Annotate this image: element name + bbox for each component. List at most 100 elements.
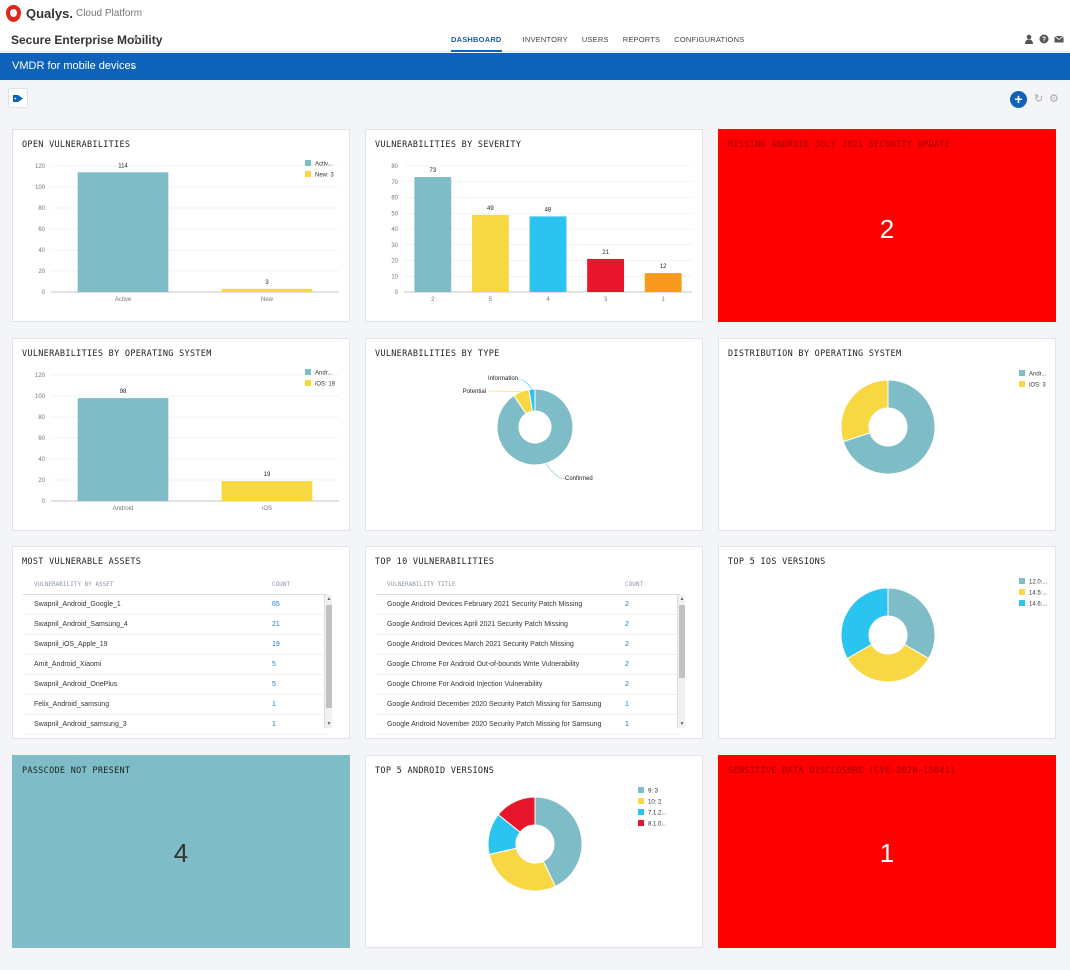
widget-missing-android-update[interactable]: MISSING ANDROID JULY 2021 SECURITY UPDAT… (718, 129, 1056, 322)
table-row[interactable]: Amit_Android_Xiaomi 5 (23, 655, 327, 675)
row-count-link[interactable]: 1 (625, 721, 629, 728)
row-count-link[interactable]: 1 (272, 721, 276, 728)
row-count-link[interactable]: 1 (272, 701, 276, 708)
refresh-icon[interactable]: ↻ (1034, 93, 1044, 105)
widget-top-5-ios-versions: TOP 5 IOS VERSIONS 12.0:... 14.5:... 14.6:… (718, 546, 1056, 739)
x-tick-label: 2 (431, 297, 435, 303)
table-row[interactable]: Google Android December 2020 Security Pa… (376, 695, 680, 715)
add-widget-button[interactable]: + (1010, 91, 1027, 108)
table-row[interactable]: Swapnil_Android_samsung_3 1 (23, 715, 327, 735)
column-header[interactable]: COUNT (625, 581, 644, 588)
tag-button[interactable] (8, 88, 28, 108)
bar (529, 216, 567, 292)
slice-label: Potential (463, 389, 486, 395)
help-icon[interactable]: ? (1039, 34, 1049, 44)
row-title: Swapnil_Android_Google_1 (34, 601, 121, 608)
dashboard-selector[interactable]: VMDR for mobile devices (12, 60, 137, 72)
scroll-down-arrow[interactable]: ▼ (326, 721, 332, 727)
bar (587, 258, 625, 292)
row-count-link[interactable]: 2 (625, 681, 629, 688)
widget-title: DISTRIBUTION BY OPERATING SYSTEM (728, 349, 902, 359)
y-tick-label: 60 (391, 196, 398, 202)
row-count-link[interactable]: 21 (272, 621, 280, 628)
bar (77, 172, 169, 292)
table-row[interactable]: Google Chrome For Android Injection Vuln… (376, 675, 680, 695)
widget-title: VULNERABILITIES BY TYPE (375, 349, 500, 359)
gear-icon[interactable]: ⚙ (1049, 93, 1059, 105)
table-row[interactable]: Google Chrome For Android Out-of-bounds … (376, 655, 680, 675)
row-title: Amit_Android_Xiaomi (34, 661, 102, 668)
row-count-link[interactable]: 5 (272, 661, 276, 668)
table-row[interactable]: Google Android Devices March 2021 Securi… (376, 635, 680, 655)
scrollbar[interactable]: ▲ ▼ (677, 595, 685, 728)
row-title: Felix_Android_samsung (34, 701, 110, 708)
x-tick-label: 3 (604, 297, 608, 303)
scroll-down-arrow[interactable]: ▼ (679, 721, 685, 727)
table-row[interactable]: Google Android November 2020 Security Pa… (376, 715, 680, 735)
widget-top-10-vulnerabilities: TOP 10 VULNERABILITIES VULNERABILITY TIT… (365, 546, 703, 739)
x-tick-label: Android (113, 506, 134, 512)
table-row[interactable]: Swapnil_Android_Samsung_4 21 (23, 615, 327, 635)
widget-title: TOP 5 ANDROID VERSIONS (375, 766, 495, 776)
legend-label: Andr... (315, 371, 333, 377)
row-count-link[interactable]: 5 (272, 681, 276, 688)
brand-name: Qualys. (26, 6, 73, 21)
row-count-link[interactable]: 19 (272, 641, 280, 648)
table-row[interactable]: Google Android Devices April 2021 Securi… (376, 615, 680, 635)
legend-swatch (638, 787, 644, 793)
widget-title: OPEN VULNERABILITIES (22, 140, 131, 150)
tab-configurations[interactable]: CONFIGURATIONS (674, 35, 745, 44)
row-count-link[interactable]: 2 (625, 601, 629, 608)
qualys-logo[interactable]: Qualys. Cloud Platform (6, 5, 142, 22)
table-row[interactable]: Swapnil_iOS_Apple_19 19 (23, 635, 327, 655)
row-title: Google Chrome For Android Out-of-bounds … (387, 661, 580, 668)
scroll-up-arrow[interactable]: ▲ (326, 596, 332, 602)
legend-swatch (638, 820, 644, 826)
scroll-thumb[interactable] (679, 605, 685, 678)
row-count-link[interactable]: 1 (625, 701, 629, 708)
scroll-thumb[interactable] (326, 605, 332, 708)
scroll-up-arrow[interactable]: ▲ (679, 596, 685, 602)
tab-reports[interactable]: REPORTS (622, 35, 661, 44)
row-count-link[interactable]: 2 (625, 641, 629, 648)
widget-passcode-not-present[interactable]: PASSCODE NOT PRESENT 4 (12, 755, 350, 948)
data-label: 12 (660, 264, 667, 270)
tab-users[interactable]: USERS (581, 35, 609, 44)
row-count-link[interactable]: 2 (625, 661, 629, 668)
legend-swatch (1019, 578, 1025, 584)
pie-slice (840, 379, 889, 443)
widget-sensitive-data-disclosure[interactable]: SENSITIVE DATA DISCLOSURE (CVE-2020-1564… (718, 755, 1056, 948)
column-header[interactable]: VULNERABILITY BY ASSET (34, 581, 114, 588)
row-count-link[interactable]: 65 (272, 601, 280, 608)
legend-label: iOS: 3 (1029, 383, 1046, 389)
module-selector[interactable]: Secure Enterprise Mobility (11, 33, 163, 47)
widget-title: VULNERABILITIES BY SEVERITY (375, 140, 522, 150)
legend-label: 9: 3 (648, 789, 659, 795)
scrollbar[interactable]: ▲ ▼ (324, 595, 332, 728)
legend-label: Activ... (315, 162, 333, 168)
row-count-link[interactable]: 2 (625, 621, 629, 628)
legend-label: 8.1.0... (648, 822, 667, 828)
table-row[interactable]: Felix_Android_samsung 1 (23, 695, 327, 715)
pie-slice (534, 796, 583, 888)
y-tick-label: 20 (38, 478, 45, 484)
top-bar: Qualys. Cloud Platform (0, 0, 1070, 28)
bar (414, 177, 452, 292)
pie-slice (842, 379, 936, 475)
widget-vulnerabilities-by-os: VULNERABILITIES BY OPERATING SYSTEM 0 20 4… (12, 338, 350, 531)
column-header[interactable]: COUNT (272, 581, 291, 588)
data-label: 48 (545, 207, 552, 213)
chevron-down-icon[interactable]: ⌄ (130, 61, 138, 71)
legend-swatch (305, 171, 311, 177)
row-title: Swapnil_Android_Samsung_4 (34, 621, 128, 628)
bar-chart: 0 10 20 30 40 50 60 70 80 73 2 49 5 48 4 21 3 12 1 (391, 164, 692, 303)
table-row[interactable]: Swapnil_Android_Google_1 65 (23, 595, 327, 615)
table-row[interactable]: Swapnil_Android_OnePlus 5 (23, 675, 327, 695)
column-header[interactable]: VULNERABILITY TITLE (387, 581, 456, 588)
user-icon[interactable] (1024, 34, 1034, 44)
table-row[interactable]: Google Android Devices February 2021 Sec… (376, 595, 680, 615)
tab-inventory[interactable]: INVENTORY (522, 35, 568, 44)
chevron-down-icon[interactable]: ▾ (133, 34, 139, 45)
mail-icon[interactable] (1054, 34, 1064, 44)
tab-dashboard[interactable]: DASHBOARD (451, 28, 502, 52)
